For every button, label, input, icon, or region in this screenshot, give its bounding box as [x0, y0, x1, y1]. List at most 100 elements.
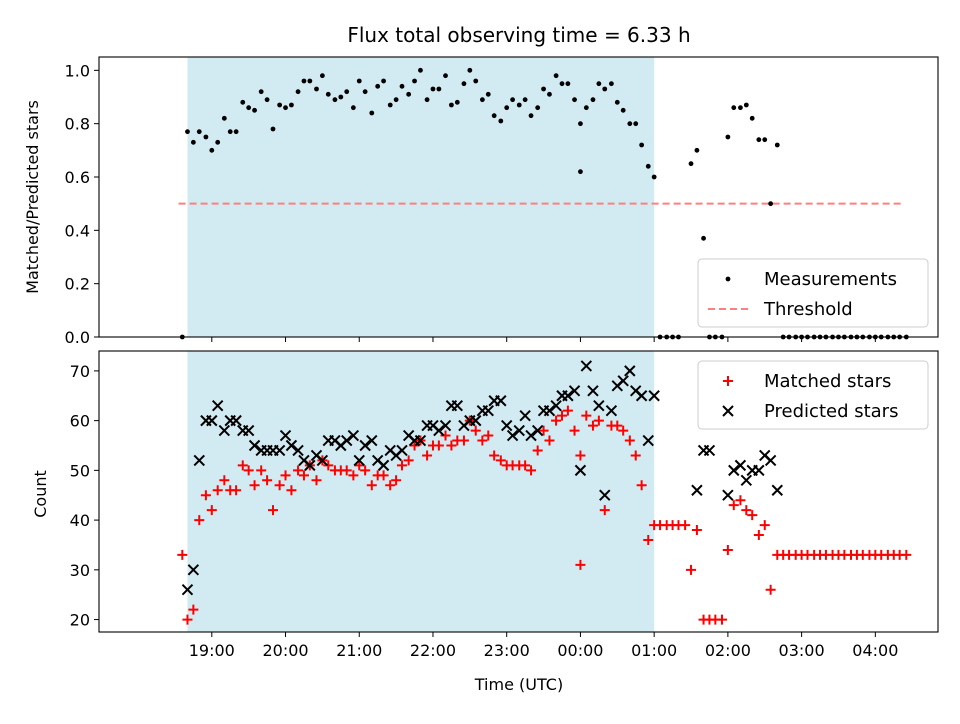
measurement-point — [756, 137, 762, 143]
measurement-point — [510, 97, 516, 103]
matched-star-point — [267, 505, 278, 516]
measurement-point — [209, 147, 215, 153]
predicted-star-point — [506, 429, 519, 442]
measurement-point — [749, 115, 755, 121]
measurement-point — [627, 121, 633, 127]
predicted-star-point — [642, 434, 654, 447]
x-tick-label: 01:00 — [631, 641, 677, 660]
predicted-star-point — [599, 489, 611, 501]
matched-star-point — [765, 584, 776, 595]
matched-star-point — [194, 515, 205, 526]
predicted-star-point — [359, 439, 371, 452]
measurement-point — [196, 129, 202, 135]
matched-star-point — [293, 465, 304, 476]
predicted-star-point — [513, 424, 525, 437]
top-y-tick-label: 0.8 — [65, 115, 90, 134]
measurement-point — [498, 118, 504, 124]
matched-star-point — [716, 614, 727, 625]
matched-star-point — [177, 549, 188, 560]
matched-star-point — [741, 505, 752, 516]
measurement-point — [583, 105, 589, 111]
predicted-star-point — [316, 454, 329, 467]
measurement-point — [350, 105, 356, 111]
measurement-point — [332, 97, 338, 103]
predicted-star-point — [242, 424, 255, 437]
matched-star-point — [348, 470, 359, 481]
matched-star-point — [274, 480, 285, 491]
x-tick-label: 21:00 — [336, 641, 382, 660]
measurements-series — [179, 67, 909, 340]
measurement-point — [535, 105, 541, 111]
bottom-y-axis-label: Count — [31, 470, 50, 518]
predicted-star-point — [617, 375, 629, 387]
predicted-star-point — [433, 424, 445, 437]
measurement-point — [731, 105, 737, 111]
matched-star-point — [691, 525, 702, 536]
predicted-star-point — [648, 390, 660, 402]
measurement-point — [547, 91, 552, 97]
predicted-star-point — [366, 434, 378, 447]
measurement-point — [504, 105, 510, 111]
measurement-point — [688, 161, 694, 167]
measurement-point — [190, 139, 196, 145]
matched-star-point — [323, 460, 334, 471]
matched-star-point — [298, 470, 309, 481]
top-legend: Measurements Threshold — [697, 258, 929, 328]
matched-star-point — [575, 559, 586, 570]
x-tick-label: 02:00 — [705, 641, 751, 660]
predicted-star-point — [525, 429, 537, 442]
predicted-star-point — [587, 385, 599, 397]
measurement-point — [596, 81, 602, 87]
matched-star-point — [569, 425, 580, 436]
predicted-star-point — [292, 444, 304, 457]
predicted-star-point — [482, 404, 494, 417]
measurement-point — [221, 115, 227, 121]
matched-star-point — [440, 430, 451, 441]
top-legend-label: Threshold — [763, 299, 853, 320]
measurement-point — [418, 67, 423, 73]
measurement-point — [240, 99, 246, 105]
measurement-point — [725, 134, 731, 140]
predicted-star-point — [495, 395, 507, 407]
bottom-legend-label: Predicted stars — [764, 401, 898, 422]
measurement-point — [467, 67, 473, 73]
matched-star-point — [538, 425, 549, 436]
predicted-star-point — [531, 424, 544, 437]
matched-star-point — [556, 410, 567, 421]
measurement-point — [283, 105, 288, 111]
measurement-point — [565, 81, 571, 87]
predicted-star-point — [550, 400, 562, 412]
measurement-point — [375, 83, 381, 89]
matched-star-point — [618, 425, 629, 436]
measurement-point — [356, 78, 362, 84]
predicted-star-point — [580, 360, 593, 372]
measurement-point — [399, 83, 405, 89]
matched-star-point — [612, 420, 623, 431]
measurement-point — [454, 99, 460, 105]
matched-star-point — [587, 420, 598, 431]
matched-star-point — [759, 520, 770, 531]
matched-star-point — [581, 410, 592, 421]
bottom-legend-marker — [723, 376, 733, 386]
measurement-point — [651, 174, 657, 180]
matched-star-point — [747, 510, 758, 521]
measurement-point — [227, 129, 233, 135]
matched-star-point — [562, 405, 573, 416]
chart-title: Flux total observing time = 6.33 h — [347, 23, 690, 47]
matched-star-point — [256, 465, 267, 476]
matched-star-point — [200, 490, 211, 501]
matched-star-point — [593, 415, 604, 426]
predicted-star-point — [187, 564, 200, 576]
predicted-star-point — [439, 419, 452, 432]
matched-star-point — [182, 614, 193, 625]
measurement-point — [252, 107, 257, 113]
predicted-star-point — [691, 484, 703, 496]
measurement-point — [289, 102, 294, 108]
measurement-point — [602, 86, 608, 92]
measurement-point — [645, 163, 651, 169]
x-tick-label: 22:00 — [410, 641, 456, 660]
matched-star-point — [262, 475, 273, 486]
predicted-star-point — [396, 444, 408, 457]
predicted-star-point — [414, 434, 427, 447]
matched-star-point — [526, 465, 537, 476]
